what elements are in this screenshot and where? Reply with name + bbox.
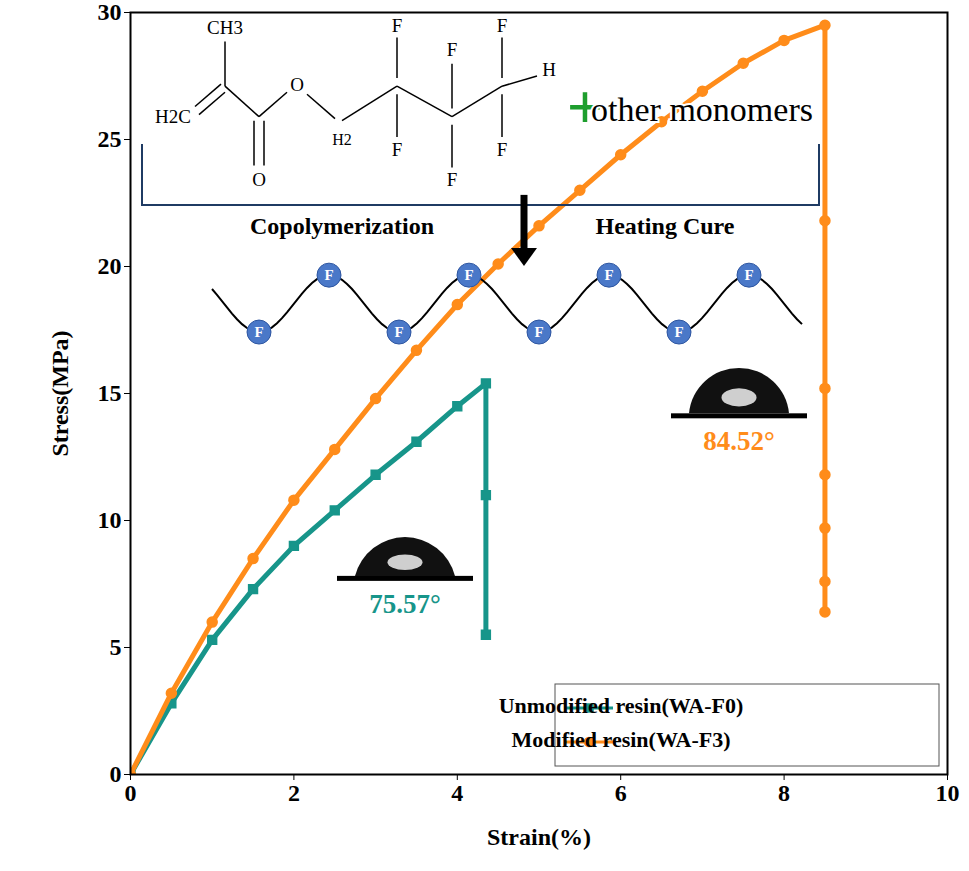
svg-text:F: F — [392, 139, 403, 160]
svg-text:F: F — [497, 139, 508, 160]
svg-text:2: 2 — [288, 780, 300, 806]
svg-text:F: F — [497, 15, 508, 36]
svg-text:Unmodified resin(WA-F0): Unmodified resin(WA-F0) — [499, 693, 744, 718]
svg-text:Stress(MPa): Stress(MPa) — [47, 330, 73, 456]
svg-text:other monomers: other monomers — [591, 91, 813, 128]
svg-text:F: F — [744, 267, 753, 283]
svg-text:0: 0 — [110, 761, 122, 787]
svg-text:H: H — [542, 59, 556, 80]
svg-text:75.57°: 75.57° — [369, 589, 441, 619]
svg-text:F: F — [534, 324, 543, 340]
svg-text:O: O — [252, 169, 266, 190]
svg-text:F: F — [447, 39, 458, 60]
svg-text:Copolymerization: Copolymerization — [250, 213, 434, 239]
svg-text:F: F — [324, 267, 333, 283]
svg-text:H2C: H2C — [155, 106, 191, 127]
svg-text:H2: H2 — [332, 131, 352, 148]
svg-text:Strain(%): Strain(%) — [487, 824, 591, 850]
svg-text:8: 8 — [778, 780, 790, 806]
svg-text:CH3: CH3 — [207, 17, 243, 38]
svg-text:F: F — [674, 324, 683, 340]
svg-text:F: F — [604, 267, 613, 283]
svg-text:F: F — [394, 324, 403, 340]
svg-text:Modified resin(WA-F3): Modified resin(WA-F3) — [512, 727, 731, 752]
svg-text:6: 6 — [615, 780, 627, 806]
svg-text:30: 30 — [98, 0, 122, 25]
svg-text:20: 20 — [98, 253, 122, 279]
svg-text:25: 25 — [98, 126, 122, 152]
svg-text:Heating Cure: Heating Cure — [596, 213, 735, 239]
svg-text:15: 15 — [98, 380, 122, 406]
svg-text:O: O — [290, 74, 304, 95]
svg-text:0: 0 — [125, 780, 137, 806]
svg-text:F: F — [392, 15, 403, 36]
svg-text:5: 5 — [110, 634, 122, 660]
svg-text:10: 10 — [936, 780, 960, 806]
svg-text:F: F — [254, 324, 263, 340]
svg-text:F: F — [464, 267, 473, 283]
svg-text:84.52°: 84.52° — [703, 426, 775, 456]
svg-text:F: F — [447, 169, 458, 190]
svg-text:4: 4 — [451, 780, 463, 806]
svg-text:10: 10 — [98, 507, 122, 533]
